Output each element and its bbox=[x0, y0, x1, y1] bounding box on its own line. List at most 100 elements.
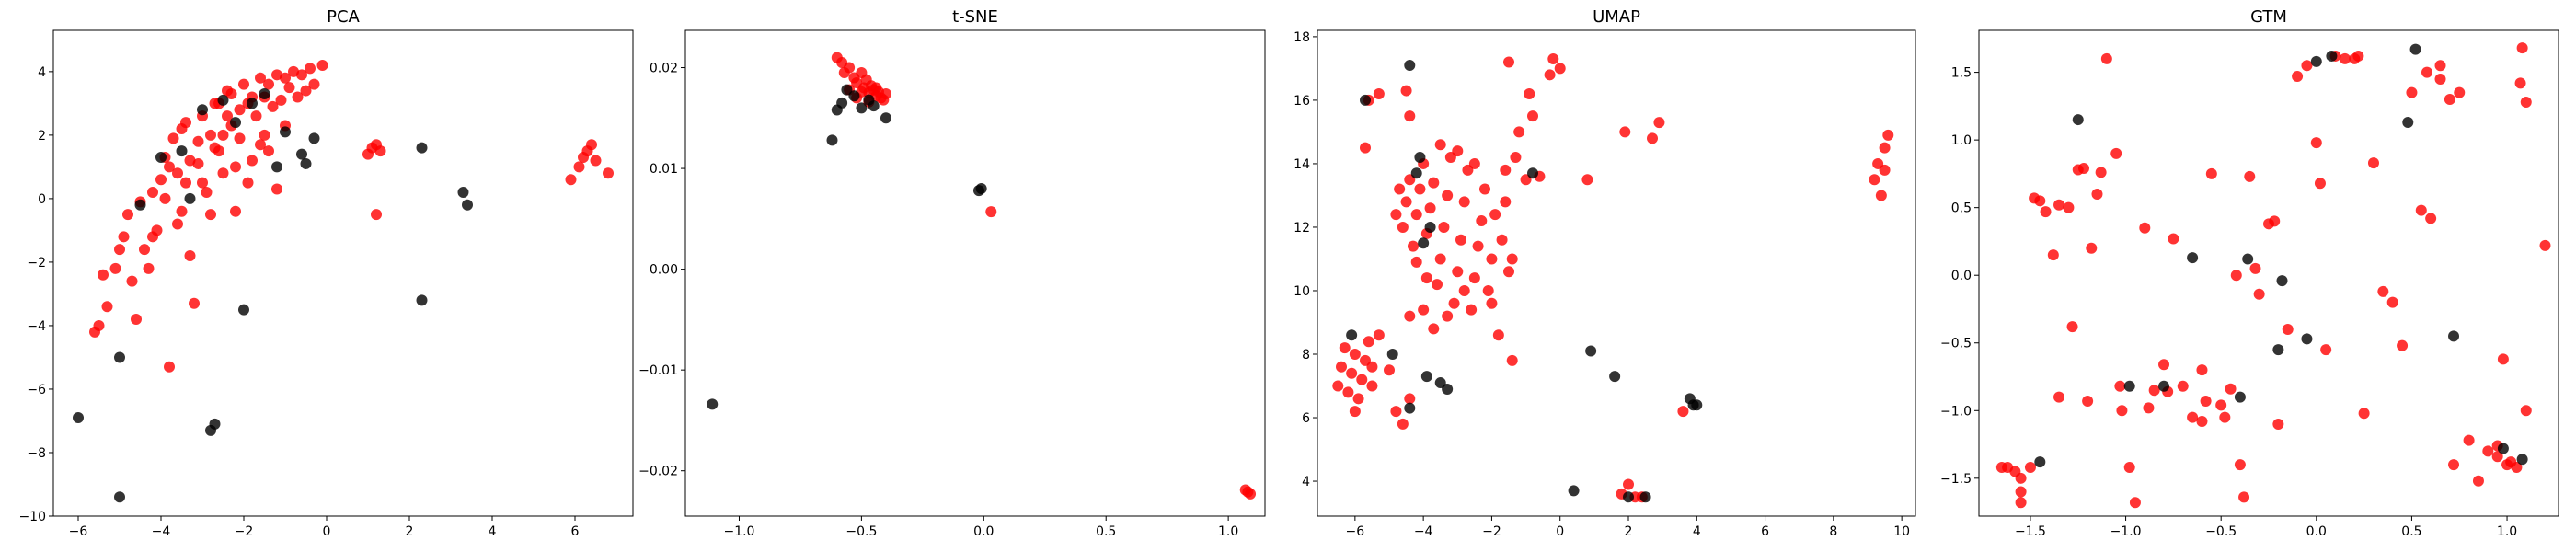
umap-title: UMAP bbox=[1593, 7, 1640, 27]
umap-point-red bbox=[1506, 354, 1518, 366]
gtm-point-red bbox=[2448, 459, 2460, 471]
pca-point-black bbox=[457, 187, 469, 198]
tsne-point-black bbox=[707, 398, 719, 410]
gtm-point-red bbox=[2539, 239, 2551, 251]
umap-point-red bbox=[1527, 110, 1538, 122]
umap-point-red bbox=[1619, 126, 1631, 138]
pca-point-red bbox=[205, 129, 216, 141]
gtm-point-red bbox=[2472, 475, 2484, 487]
umap-point-black bbox=[1609, 371, 1621, 383]
gtm-point-red bbox=[2139, 222, 2151, 234]
gtm-point-black bbox=[2272, 344, 2284, 356]
pca-points bbox=[73, 59, 614, 503]
gtm-point-red bbox=[2397, 339, 2409, 351]
pca-point-red bbox=[259, 129, 270, 141]
gtm-point-black bbox=[2242, 253, 2254, 265]
gtm-point-red bbox=[2463, 434, 2475, 446]
gtm-point-red bbox=[2091, 188, 2103, 200]
pca-point-red bbox=[159, 192, 171, 204]
gtm-point-red bbox=[2520, 96, 2532, 108]
gtm-point-red bbox=[2352, 50, 2364, 62]
gtm-point-red bbox=[2425, 213, 2437, 224]
gtm-point-red bbox=[2491, 451, 2503, 463]
pca-ytick-label: −4 bbox=[27, 319, 46, 334]
umap-point-red bbox=[1472, 240, 1484, 252]
gtm-points bbox=[1995, 42, 2551, 509]
umap-point-red bbox=[1442, 190, 1454, 201]
umap-point-red bbox=[1404, 393, 1416, 405]
umap-point-black bbox=[1386, 349, 1398, 360]
gtm-point-red bbox=[2148, 385, 2160, 397]
umap-xtick-label: 10 bbox=[1893, 524, 1910, 539]
umap-point-red bbox=[1360, 142, 1371, 154]
subplot-gtm: GTM −1.5 −1.0 −0.5 0.0 0.5 1.0 −1.5 −1.0 −0.5 0.0 0… bbox=[1940, 7, 2559, 539]
pca-point-black bbox=[134, 199, 146, 211]
pca-point-black bbox=[184, 192, 196, 204]
gtm-point-red bbox=[2095, 167, 2107, 178]
umap-point-black bbox=[1527, 167, 1538, 179]
pca-point-red bbox=[118, 231, 130, 243]
pca-point-black bbox=[308, 132, 320, 144]
pca-point-red bbox=[143, 262, 155, 274]
subplot-pca: PCA −6 −4 −2 0 2 4 6 −10 −8 −6 −4 −2 0 2 4 bbox=[18, 7, 634, 539]
pca-point-red bbox=[192, 135, 204, 147]
umap-point-red bbox=[1479, 183, 1490, 195]
umap-point-red bbox=[1506, 253, 1518, 265]
umap-ytick-label: 8 bbox=[1302, 348, 1310, 362]
pca-point-red bbox=[230, 161, 241, 173]
pca-point-red bbox=[192, 157, 204, 169]
tsne-point-black bbox=[856, 102, 868, 114]
umap-point-red bbox=[1400, 85, 1412, 97]
umap-point-black bbox=[1346, 329, 1358, 341]
tsne-point-black bbox=[826, 134, 838, 146]
gtm-point-red bbox=[2434, 60, 2446, 72]
umap-point-red bbox=[1882, 129, 1894, 141]
gtm-point-red bbox=[2100, 52, 2112, 64]
umap-point-red bbox=[1397, 221, 1409, 233]
pca-point-red bbox=[305, 63, 316, 75]
gtm-point-red bbox=[2244, 170, 2256, 182]
umap-point-red bbox=[1879, 142, 1891, 154]
pca-point-red bbox=[247, 155, 258, 167]
gtm-point-red bbox=[2358, 408, 2370, 420]
pca-point-black bbox=[416, 142, 428, 154]
umap-point-red bbox=[1442, 310, 1454, 322]
pca-point-red bbox=[114, 244, 125, 256]
pca-point-red bbox=[242, 177, 254, 189]
umap-point-red bbox=[1428, 177, 1440, 189]
gtm-point-black bbox=[2276, 275, 2288, 287]
gtm-point-red bbox=[2143, 402, 2155, 414]
tsne-ytick-label: 0.02 bbox=[650, 62, 678, 76]
tsne-title: t-SNE bbox=[952, 7, 998, 27]
umap-point-black bbox=[1420, 371, 1432, 383]
umap-ytick-label: 12 bbox=[1294, 221, 1310, 236]
gtm-point-red bbox=[2454, 86, 2466, 98]
tsne-ytick-label: 0.01 bbox=[650, 162, 678, 177]
umap-xtick-label: −4 bbox=[1414, 524, 1433, 539]
gtm-xtick-label: 1.0 bbox=[2497, 524, 2517, 539]
gtm-point-red bbox=[2269, 215, 2281, 227]
gtm-xtick-label: −1.5 bbox=[2015, 524, 2046, 539]
gtm-ytick-label: 0.0 bbox=[1951, 269, 1972, 283]
tsne-xtick-label: 1.0 bbox=[1218, 524, 1238, 539]
pca-point-red bbox=[586, 139, 597, 151]
pca-xtick-label: 6 bbox=[571, 524, 580, 539]
gtm-point-red bbox=[2040, 206, 2052, 218]
pca-point-red bbox=[93, 319, 105, 331]
pca-point-black bbox=[230, 117, 241, 129]
umap-point-red bbox=[1458, 196, 1470, 208]
umap-point-red bbox=[1349, 349, 1361, 360]
umap-ytick-label: 6 bbox=[1302, 411, 1310, 426]
umap-point-red bbox=[1349, 406, 1361, 418]
gtm-point-red bbox=[2053, 391, 2065, 403]
pca-point-red bbox=[201, 187, 213, 198]
tsne-point-black bbox=[975, 182, 987, 194]
umap-point-red bbox=[1503, 266, 1514, 278]
pca-point-black bbox=[176, 145, 188, 157]
umap-ytick-label: 18 bbox=[1294, 30, 1310, 45]
gtm-xtick-label: 0.0 bbox=[2306, 524, 2327, 539]
pca-point-red bbox=[267, 100, 279, 112]
pca-point-red bbox=[225, 88, 237, 100]
pca-point-red bbox=[109, 262, 121, 274]
pca-ytick-label: 2 bbox=[38, 129, 46, 144]
